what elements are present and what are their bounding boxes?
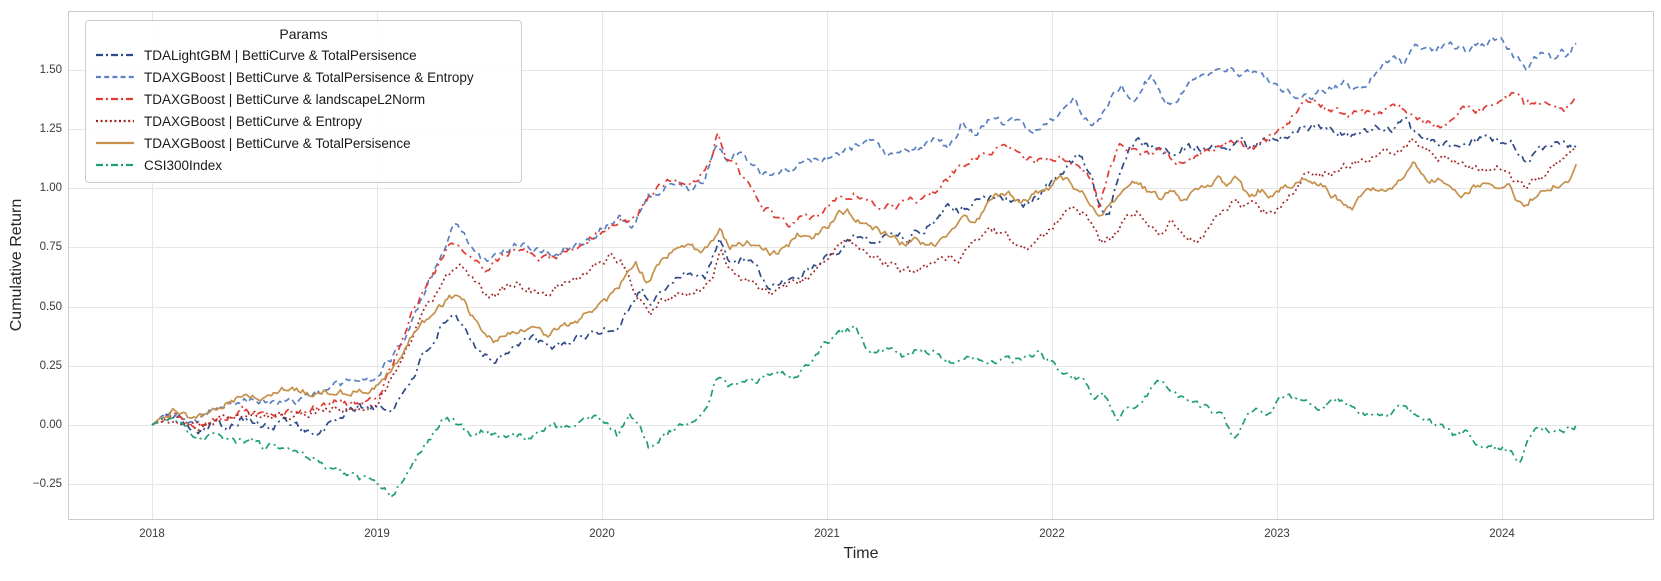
- legend-entries: TDALightGBM | BettiCurve & TotalPersisen…: [96, 44, 511, 176]
- x-tick-label: 2022: [1039, 528, 1065, 540]
- legend-line-sample-icon: [96, 119, 134, 123]
- x-tick-label: 2024: [1489, 528, 1515, 540]
- y-tick-label: 1.25: [39, 122, 62, 135]
- legend-title: Params: [279, 26, 328, 42]
- x-tick-label: 2021: [814, 528, 840, 540]
- legend-item: TDAXGBoost | BettiCurve & TotalPersisenc…: [96, 132, 511, 154]
- legend-line-sample-icon: [96, 163, 134, 167]
- y-tick-label: 0.75: [39, 241, 62, 254]
- legend-item: TDAXGBoost | BettiCurve & Entropy: [96, 110, 511, 132]
- legend-item-label: CSI300Index: [144, 157, 223, 173]
- legend-item: TDAXGBoost | BettiCurve & TotalPersisenc…: [96, 66, 511, 88]
- legend-item-label: TDAXGBoost | BettiCurve & TotalPersisenc…: [144, 69, 474, 85]
- legend-line-sample-icon: [96, 97, 134, 101]
- legend-item: TDAXGBoost | BettiCurve & landscapeL2Nor…: [96, 88, 511, 110]
- legend-line-sample-icon: [96, 141, 134, 145]
- y-tick-label: 0.00: [39, 419, 62, 431]
- legend-item-label: TDALightGBM | BettiCurve & TotalPersisen…: [144, 47, 417, 63]
- legend-item: CSI300Index: [96, 154, 511, 176]
- legend-item-label: TDAXGBoost | BettiCurve & landscapeL2Nor…: [144, 91, 426, 107]
- y-tick-label: 1.00: [39, 182, 62, 194]
- legend-item: TDALightGBM | BettiCurve & TotalPersisen…: [96, 44, 511, 66]
- legend-line-sample-icon: [96, 75, 134, 79]
- x-tick-label: 2023: [1264, 528, 1290, 540]
- y-tick-label: 0.50: [39, 300, 62, 313]
- legend-box: Params TDALightGBM | BettiCurve & TotalP…: [85, 20, 522, 183]
- y-tick-label: −0.25: [32, 478, 62, 491]
- x-tick-label: 2020: [589, 528, 615, 540]
- y-tick-label: 1.50: [39, 63, 62, 76]
- x-tick-label: 2018: [139, 528, 165, 540]
- x-tick-label: 2019: [364, 528, 390, 540]
- x-axis-label: Time: [843, 545, 879, 562]
- legend-item-label: TDAXGBoost | BettiCurve & Entropy: [144, 113, 363, 129]
- legend-line-sample-icon: [96, 53, 134, 57]
- legend-item-label: TDAXGBoost | BettiCurve & TotalPersisenc…: [144, 135, 411, 151]
- y-tick-label: 0.25: [39, 359, 62, 372]
